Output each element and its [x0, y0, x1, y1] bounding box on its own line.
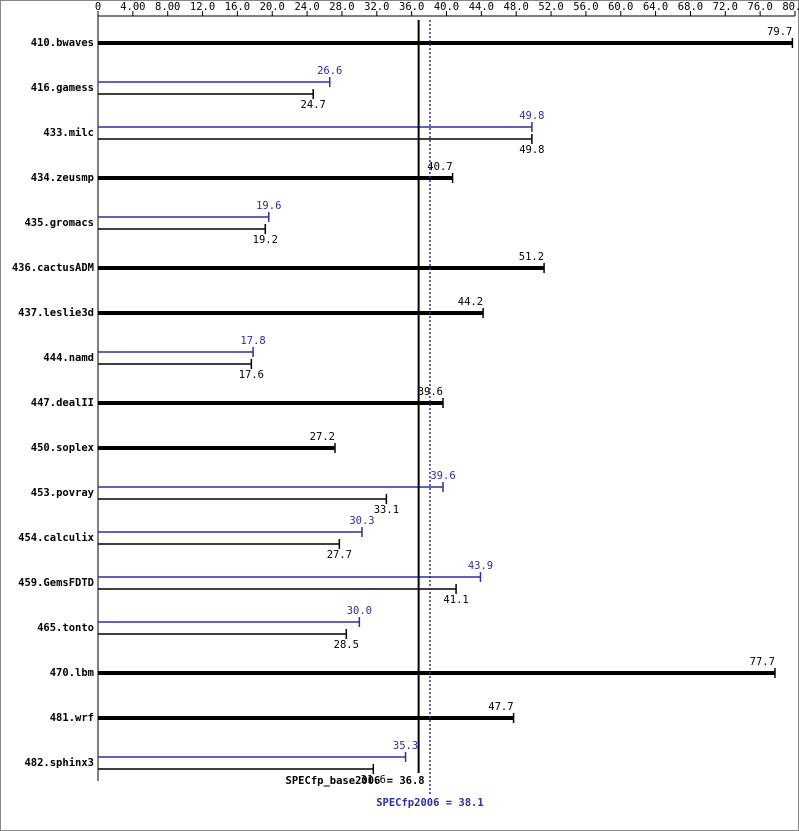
value-label: 28.5: [334, 639, 359, 651]
value-label: 79.7: [767, 26, 792, 38]
x-tick-label: 32.0: [364, 1, 389, 13]
x-tick-label: 48.0: [504, 1, 529, 13]
x-tick-label: 80.0: [782, 1, 799, 13]
x-tick-label: 28.0: [329, 1, 354, 13]
category-label: 436.cactusADM: [12, 262, 94, 274]
category-label: 416.gamess: [31, 82, 94, 94]
category-label: 465.tonto: [37, 622, 94, 634]
reference-label: SPECfp_base2006 = 36.8: [286, 775, 425, 787]
value-label: 49.8: [519, 110, 544, 122]
x-tick-label: 36.0: [399, 1, 424, 13]
x-tick-label: 44.0: [469, 1, 494, 13]
category-label: 434.zeusmp: [31, 172, 94, 184]
value-label: 77.7: [750, 656, 775, 668]
category-label: 481.wrf: [50, 712, 94, 724]
x-tick-label: 56.0: [573, 1, 598, 13]
value-label: 24.7: [301, 99, 326, 111]
category-label: 450.soplex: [31, 442, 95, 454]
x-tick-label: 0: [95, 1, 101, 13]
value-label: 49.8: [519, 144, 544, 156]
category-label: 470.lbm: [50, 667, 94, 679]
x-tick-label: 52.0: [538, 1, 563, 13]
x-tick-label: 4.00: [120, 1, 145, 13]
value-label: 19.6: [256, 200, 281, 212]
category-label: 437.leslie3d: [18, 307, 94, 319]
value-label: 17.8: [240, 335, 265, 347]
value-label: 27.7: [327, 549, 352, 561]
category-label: 447.dealII: [31, 397, 94, 409]
reference-label: SPECfp2006 = 38.1: [376, 797, 483, 809]
x-tick-label: 64.0: [643, 1, 668, 13]
value-label: 17.6: [239, 369, 264, 381]
x-tick-label: 72.0: [713, 1, 738, 13]
value-label: 31.6: [361, 774, 386, 786]
value-label: 47.7: [488, 701, 513, 713]
category-label: 453.povray: [31, 487, 95, 499]
category-label: 410.bwaves: [31, 37, 94, 49]
value-label: 19.2: [253, 234, 278, 246]
value-label: 44.2: [458, 296, 483, 308]
value-label: 35.3: [393, 740, 418, 752]
value-label: 40.7: [427, 161, 452, 173]
x-tick-label: 12.0: [190, 1, 215, 13]
category-label: 482.sphinx3: [24, 757, 94, 769]
value-label: 43.9: [468, 560, 493, 572]
value-label: 41.1: [443, 594, 468, 606]
category-label: 444.namd: [43, 352, 94, 364]
value-label: 30.0: [347, 605, 372, 617]
x-tick-label: 68.0: [678, 1, 703, 13]
x-tick-label: 8.00: [155, 1, 180, 13]
x-tick-label: 76.0: [748, 1, 773, 13]
category-label: 454.calculix: [18, 532, 95, 544]
category-label: 459.GemsFDTD: [18, 577, 94, 589]
category-label: 435.gromacs: [24, 217, 94, 229]
value-label: 26.6: [317, 65, 342, 77]
value-label: 30.3: [349, 515, 374, 527]
category-label: 433.milc: [43, 127, 94, 139]
value-label: 39.6: [430, 470, 455, 482]
value-label: 51.2: [519, 251, 544, 263]
value-label: 33.1: [374, 504, 399, 516]
value-label: 27.2: [310, 431, 335, 443]
x-tick-label: 16.0: [225, 1, 250, 13]
x-tick-label: 40.0: [434, 1, 459, 13]
x-tick-label: 60.0: [608, 1, 633, 13]
x-tick-label: 24.0: [294, 1, 319, 13]
x-tick-label: 20.0: [260, 1, 285, 13]
